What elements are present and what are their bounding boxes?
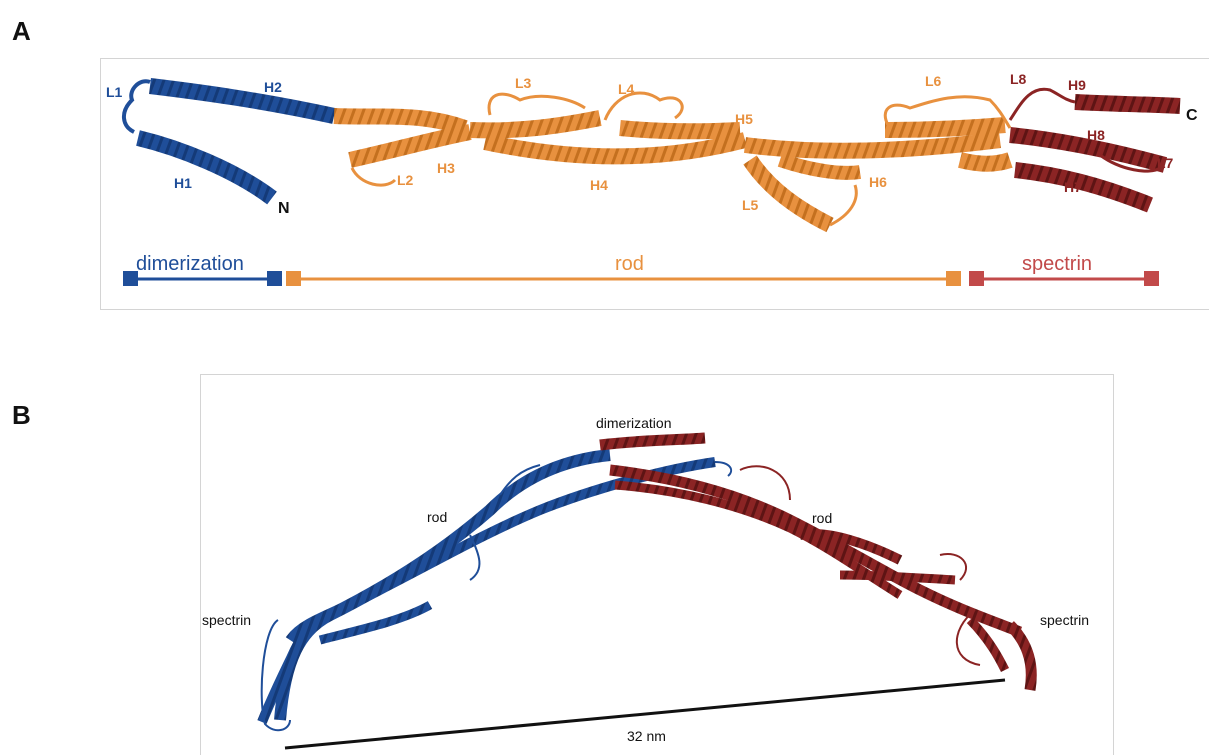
label-rod-left: rod: [427, 509, 447, 525]
label-C-terminus: C: [1186, 107, 1198, 124]
label-L5: L5: [742, 197, 759, 213]
domain-label-dimerization: dimerization: [136, 253, 244, 275]
label-spectrin-right: spectrin: [1040, 612, 1089, 628]
label-L6: L6: [925, 73, 942, 89]
domain-bar: dimerization rod spectrin: [123, 253, 1159, 286]
panel-a-letter: A: [12, 16, 31, 46]
label-H3: H3: [437, 160, 455, 176]
scale-bar-label: 32 nm: [627, 728, 666, 744]
label-H4: H4: [590, 177, 608, 193]
label-N-terminus: N: [278, 200, 290, 217]
label-dimerization: dimerization: [596, 415, 671, 431]
label-H5: H5: [735, 111, 753, 127]
label-rod-right: rod: [812, 510, 832, 526]
label-H7: H7: [1064, 179, 1082, 195]
label-H1: H1: [174, 175, 192, 191]
blue-monomer: [257, 449, 733, 732]
domain-spectrin: spectrin: [969, 253, 1159, 286]
label-L3: L3: [515, 75, 532, 91]
label-spectrin-left: spectrin: [202, 612, 251, 628]
panel-b-structure: dimerization rod rod spectrin spectrin 3…: [202, 415, 1089, 750]
domain-label-rod: rod: [615, 253, 644, 275]
panel-b-letter: B: [12, 400, 31, 430]
domain-dimerization: dimerization: [123, 253, 282, 286]
rod-domain-ribbon: [333, 91, 1013, 233]
label-H2: H2: [264, 79, 282, 95]
domain-label-spectrin: spectrin: [1022, 253, 1092, 275]
panel-a-structure: L1 H2 H1 N L3 L4 L2 H3 H4 H5 L6 L5 H6 L8…: [106, 71, 1198, 286]
red-monomer: [599, 432, 1037, 691]
label-L7: L7: [1157, 155, 1174, 171]
label-H6: H6: [869, 174, 887, 190]
panel-a-labels: L1 H2 H1 N L3 L4 L2 H3 H4 H5 L6 L5 H6 L8…: [106, 71, 1198, 217]
label-L2: L2: [397, 172, 414, 188]
scale-bar: 32 nm: [284, 678, 1006, 750]
spectrin-domain-ribbon: [1008, 87, 1181, 213]
label-H8: H8: [1087, 127, 1105, 143]
label-L1: L1: [106, 84, 123, 100]
label-L8: L8: [1010, 71, 1027, 87]
domain-rod: rod: [286, 253, 961, 286]
dimerization-domain-ribbon: [122, 78, 336, 205]
label-L4: L4: [618, 81, 635, 97]
panel-b-labels: dimerization rod rod spectrin spectrin: [202, 415, 1089, 628]
label-H9: H9: [1068, 77, 1086, 93]
